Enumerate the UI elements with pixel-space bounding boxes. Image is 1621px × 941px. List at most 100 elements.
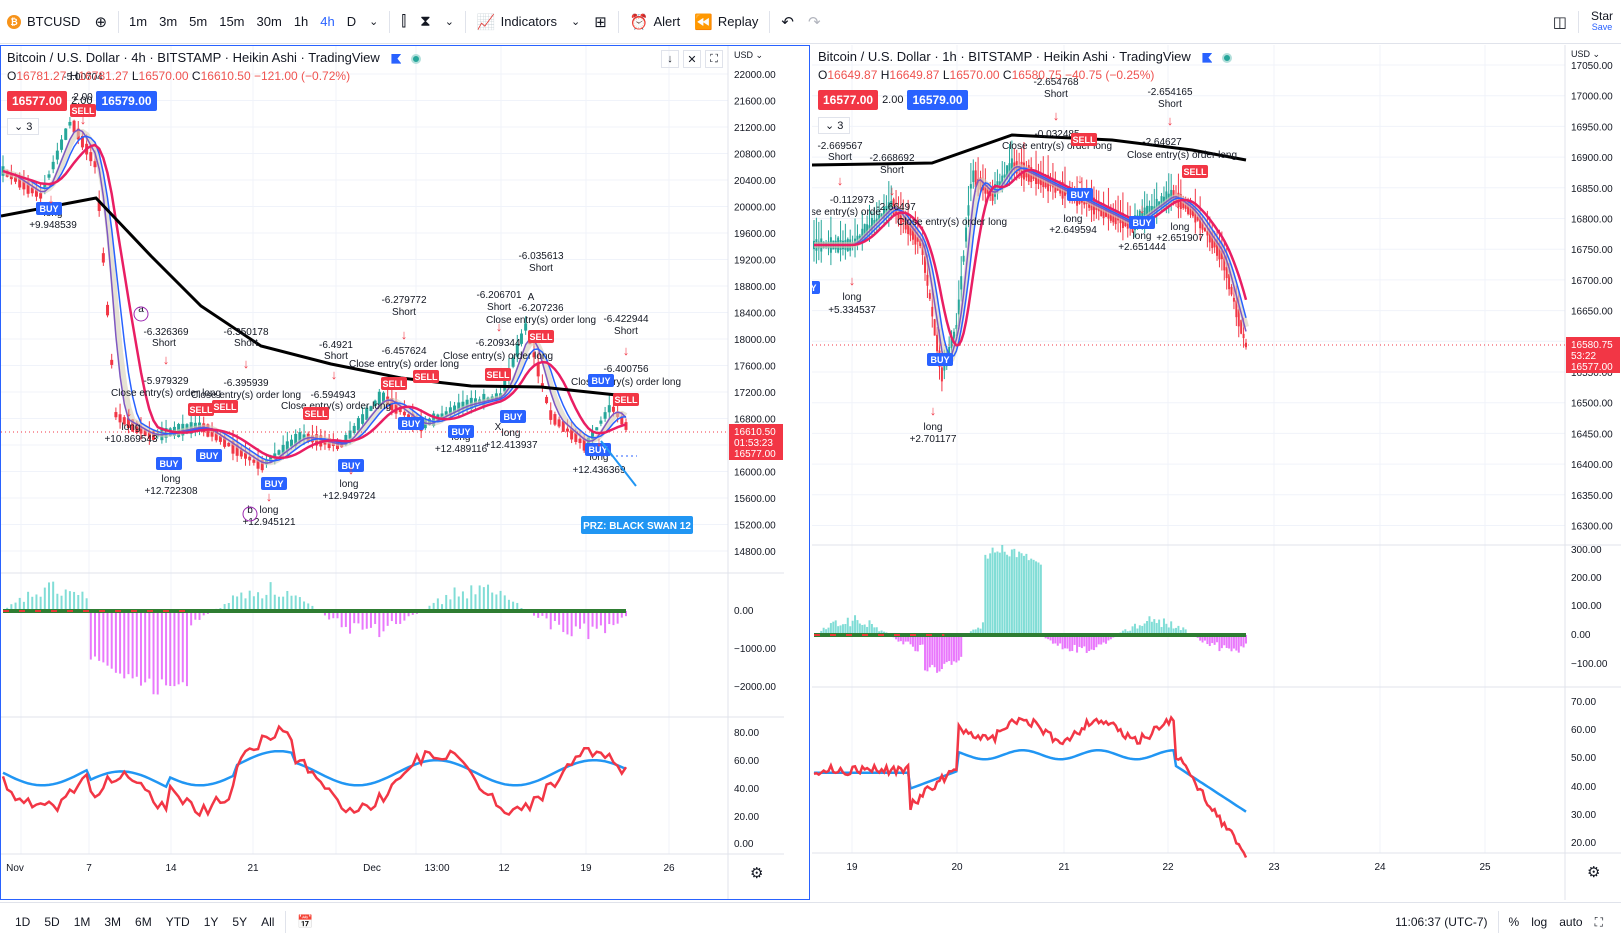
macd-axis-label: −100.00 <box>1571 659 1608 670</box>
candle-body <box>398 408 402 413</box>
undo-button[interactable]: ↶ <box>774 0 801 43</box>
candle-body <box>1010 158 1013 172</box>
sell-price-button[interactable]: 16577.00 <box>7 91 68 111</box>
divider <box>389 10 391 33</box>
price-axis-label: 21200.00 <box>734 123 776 134</box>
indicators-collapse-toggle[interactable]: ⌄ 3 <box>7 118 40 135</box>
signal-badge <box>448 425 474 438</box>
layout-button[interactable]: ⊞ <box>587 0 614 43</box>
arrow-down-icon: ↓ <box>331 367 338 382</box>
timezone-clock[interactable]: 11:06:37 (UTC-7) <box>1395 915 1488 929</box>
indicators-dropdown[interactable]: ⌄ <box>564 0 587 43</box>
bid-price-label: 16577.00 <box>1571 362 1613 373</box>
range-5y[interactable]: 5Y <box>232 915 248 929</box>
candle-body <box>444 411 448 416</box>
range-6m[interactable]: 6M <box>135 915 152 929</box>
signal-badge <box>303 407 329 420</box>
arrow-down-icon: ↓ <box>596 434 603 449</box>
select-layout-button[interactable]: ◫ <box>1546 0 1574 43</box>
symbol-search[interactable]: ₿ BTCUSD <box>0 0 87 43</box>
auto-toggle[interactable]: auto <box>1559 915 1583 929</box>
percent-toggle[interactable]: % <box>1508 915 1520 929</box>
strategy-annotation: +2.701177 <box>910 434 957 445</box>
chart-type-button[interactable]: ⧗ <box>413 0 438 43</box>
signal-label: BUY <box>588 445 607 455</box>
range-ytd[interactable]: YTD <box>165 915 190 929</box>
timeframe-5m[interactable]: 5m <box>189 14 208 29</box>
divider <box>285 911 287 933</box>
compare-symbol-button[interactable]: ⊕ <box>87 0 114 43</box>
candle-body <box>1003 174 1006 178</box>
arrow-down-icon[interactable]: ↓ <box>661 50 679 68</box>
candle-body <box>30 187 34 194</box>
chart-pane-1h[interactable]: 17050.00 17000.00 16950.00 16900.00 16850.00… <box>812 45 1621 900</box>
macd-axis-label: 100.00 <box>1571 601 1602 612</box>
timeframe-dropdown[interactable]: ⌄ <box>362 0 385 43</box>
candle-body <box>624 422 628 430</box>
buy-price-button[interactable]: 16579.00 <box>907 90 968 110</box>
timeframe-3m[interactable]: 3m <box>159 14 178 29</box>
strategy-annotation: A <box>528 292 535 303</box>
indicators-button[interactable]: 📈 Indicators <box>470 0 564 43</box>
candle-body <box>880 213 883 218</box>
close-icon[interactable]: ✕ <box>683 50 701 68</box>
range-1m[interactable]: 1M <box>73 915 91 929</box>
signal-label: BUY <box>930 355 949 365</box>
timeframe-4h[interactable]: 4h <box>320 14 335 29</box>
candle-body <box>904 217 907 230</box>
time-axis-label: 26 <box>663 863 675 874</box>
range-3m[interactable]: 3M <box>104 915 122 929</box>
strategy-annotation: -6.395939 <box>223 378 268 389</box>
candle-body <box>47 174 51 178</box>
sell-price-button[interactable]: 16577.00 <box>818 90 879 110</box>
chart-canvas-1h[interactable]: 17050.00 17000.00 16950.00 16900.00 16850.00… <box>812 45 1621 900</box>
price-axis-label: 16900.00 <box>1571 153 1613 164</box>
symbol-label: BTCUSD <box>27 14 81 29</box>
time-axis-label: 7 <box>86 863 92 874</box>
flag-icon[interactable] <box>1202 52 1213 63</box>
range-all[interactable]: All <box>261 915 275 929</box>
timeframe-D[interactable]: D <box>346 14 357 29</box>
bar-style-button[interactable]: ⫿ <box>394 0 413 43</box>
maximize-icon[interactable]: ⛶ <box>705 50 723 68</box>
range-1d[interactable]: 1D <box>15 915 31 929</box>
top-toolbar: ₿ BTCUSD ⊕ 1m 3m 5m 15m 30m 1h 4h D ⌄ ⫿ ⧗ ⌄ 📈 I… <box>0 0 1621 44</box>
candle-body <box>231 440 235 454</box>
flag-icon[interactable] <box>391 53 402 64</box>
fullscreen-icon[interactable]: ⛶ <box>1594 914 1603 929</box>
timeframe-1m[interactable]: 1m <box>129 14 148 29</box>
strategy-annotation: Short <box>392 307 416 318</box>
strategy-annotation: long <box>1064 214 1083 225</box>
alert-button[interactable]: ⏰ Alert <box>623 0 687 43</box>
signal-label: SELL <box>486 370 510 380</box>
goto-date-button[interactable]: 📅 <box>290 914 320 930</box>
chart-type-dropdown[interactable]: ⌄ <box>438 0 461 43</box>
strategy-annotation: +12.436369 <box>572 465 626 476</box>
candle-body <box>856 235 859 244</box>
arrow-down-icon: ↓ <box>48 191 55 206</box>
save-button[interactable]: Star Save <box>1583 10 1621 33</box>
range-1y[interactable]: 1Y <box>203 915 219 929</box>
candle-body <box>126 418 130 429</box>
strategy-annotation: lose entry(s) orde <box>812 207 881 218</box>
time-axis-label: 12 <box>498 863 510 874</box>
timeframe-1h[interactable]: 1h <box>293 14 309 29</box>
candle-body <box>223 436 227 447</box>
timeframe-15m[interactable]: 15m <box>219 14 245 29</box>
gear-icon: ⚙ <box>1587 864 1600 881</box>
indicators-collapse-toggle[interactable]: ⌄ 3 <box>818 117 851 134</box>
redo-button[interactable]: ↷ <box>801 0 828 43</box>
signal-badge <box>70 104 96 117</box>
candle-body <box>147 431 151 439</box>
timeframe-30m[interactable]: 30m <box>256 14 282 29</box>
chart-canvas-4h[interactable]: 22000.00 21600.00 21200.00 20800.00 20400.00… <box>1 46 810 900</box>
log-toggle[interactable]: log <box>1531 915 1548 929</box>
replay-button[interactable]: ⏪ Replay <box>687 0 765 43</box>
chart-pane-4h[interactable]: 22000.00 21600.00 21200.00 20800.00 20400.00… <box>0 45 810 900</box>
range-5d[interactable]: 5D <box>44 915 60 929</box>
candle-body <box>549 410 553 420</box>
strategy-annotation: -6.206701 <box>476 290 521 301</box>
buy-price-button[interactable]: 16579.00 <box>96 91 157 111</box>
candle-body <box>131 419 135 432</box>
candle-body <box>269 455 273 462</box>
